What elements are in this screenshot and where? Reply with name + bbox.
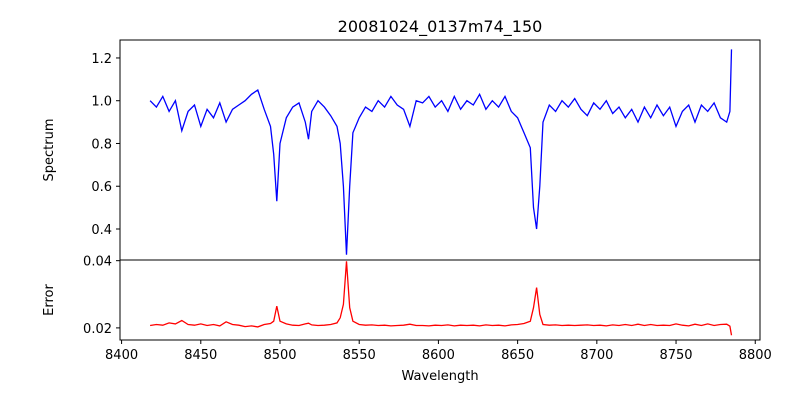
spectrum-y-label: Spectrum [42, 119, 57, 182]
y-tick-label: 0.8 [91, 137, 112, 152]
y-tick-label: 0.04 [83, 255, 112, 270]
x-tick-label: 8600 [422, 348, 455, 363]
chart-title: 20081024_0137m74_150 [338, 17, 543, 37]
x-tick-label: 8800 [739, 348, 772, 363]
error-axes: 0.02 0.04 8400 8450 8500 8550 8600 8650 8700 8750… [83, 255, 772, 363]
x-tick-label: 8750 [659, 348, 692, 363]
x-tick-label: 8400 [105, 348, 138, 363]
spectrum-line [149, 49, 733, 255]
x-tick-label: 8500 [263, 348, 296, 363]
y-tick-label: 1.0 [91, 95, 112, 110]
x-axis-label: Wavelength [401, 369, 478, 384]
x-tick-label: 8650 [501, 348, 534, 363]
spectrum-axes: 0.4 0.6 0.8 1.0 1.2 [91, 39, 761, 261]
x-tick-label: 8700 [580, 348, 613, 363]
y-tick-label: 1.2 [91, 52, 112, 67]
x-tick-label: 8450 [184, 348, 217, 363]
axes-frame [119, 39, 761, 261]
y-tick-label: 0.4 [91, 223, 112, 238]
error-line [149, 261, 733, 336]
x-tick-label: 8550 [343, 348, 376, 363]
y-tick-label: 0.02 [83, 322, 112, 337]
error-y-label: Error [42, 284, 57, 316]
axes-frame [119, 259, 761, 341]
y-tick-label: 0.6 [91, 180, 112, 195]
